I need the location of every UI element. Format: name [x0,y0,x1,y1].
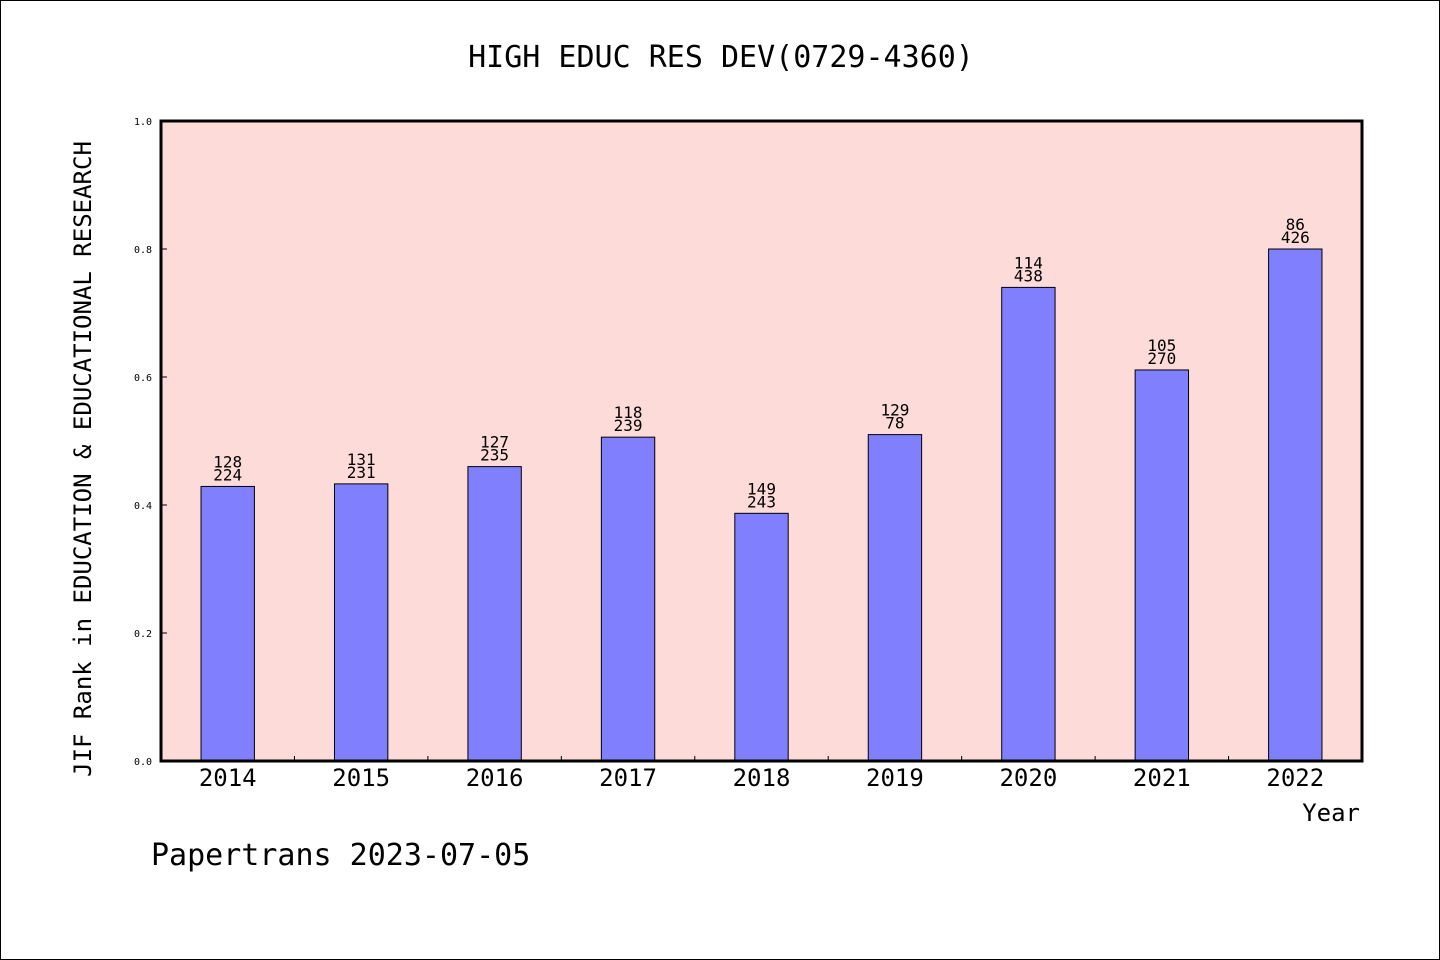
x-tick-label-2014: 2014 [199,764,257,792]
bars-layer [200,248,1323,762]
footer-text: Papertrans 2023-07-05 [151,838,530,873]
bar-2022 [1268,248,1323,762]
rank-label-2019: 129 [880,401,909,420]
total-label-2019: 78 [885,414,904,433]
total-label-2022: 426 [1281,228,1310,247]
bar-2014 [200,485,255,762]
chart-title: HIGH EDUC RES DEV(0729-4360) [468,40,974,75]
plot-frame [159,119,1364,763]
y-tick-label: 0.6 [134,373,152,384]
x-tick-label-2017: 2017 [599,764,657,792]
bar-2020 [1001,286,1056,762]
y-tick-label: 0.4 [134,501,152,512]
total-label-2014: 224 [213,465,242,484]
rank-label-2016: 127 [480,433,509,452]
x-tick-label-2018: 2018 [733,764,791,792]
y-tick-label: 1.0 [134,117,152,128]
rank-label-2020: 114 [1014,253,1043,272]
x-axis-title: Year [1302,799,1360,827]
x-tick-label-2016: 2016 [466,764,524,792]
x-axis: 2014 2015 2016 2017 2018 2019 2020 2021 2022 [199,756,1324,792]
total-label-2021: 270 [1147,349,1176,368]
bar-2021 [1134,369,1190,762]
x-tick-label-2022: 2022 [1266,764,1324,792]
y-tick-label: 0.2 [134,629,152,640]
rank-label-2021: 105 [1147,336,1176,355]
bar-2018 [734,512,789,762]
rank-label-2022: 86 [1286,215,1305,234]
total-label-2017: 239 [614,416,643,435]
rank-label-2018: 149 [747,479,776,498]
total-label-2016: 235 [480,446,509,465]
bar-2016 [467,466,522,762]
total-label-2015: 231 [347,463,376,482]
bar-2015 [333,483,389,762]
x-tick-label-2015: 2015 [332,764,390,792]
x-tick-label-2021: 2021 [1133,764,1191,792]
bar-2017 [600,436,656,762]
total-label-2018: 243 [747,492,776,511]
x-tick-label-2019: 2019 [866,764,924,792]
y-tick-label: 0.0 [134,757,152,768]
x-tick-label-2020: 2020 [999,764,1057,792]
bar-2019 [867,434,923,762]
total-label-2020: 438 [1014,266,1043,285]
rank-label-2014: 128 [213,452,242,471]
y-axis: 0.0 0.2 0.4 0.6 0.8 1.0 [134,117,167,768]
y-axis-title: JIF Rank in EDUCATION & EDUCATIONAL RESE… [69,141,97,777]
rank-label-2015: 131 [347,450,376,469]
y-tick-label: 0.8 [134,245,152,256]
rank-label-2017: 118 [614,403,643,422]
